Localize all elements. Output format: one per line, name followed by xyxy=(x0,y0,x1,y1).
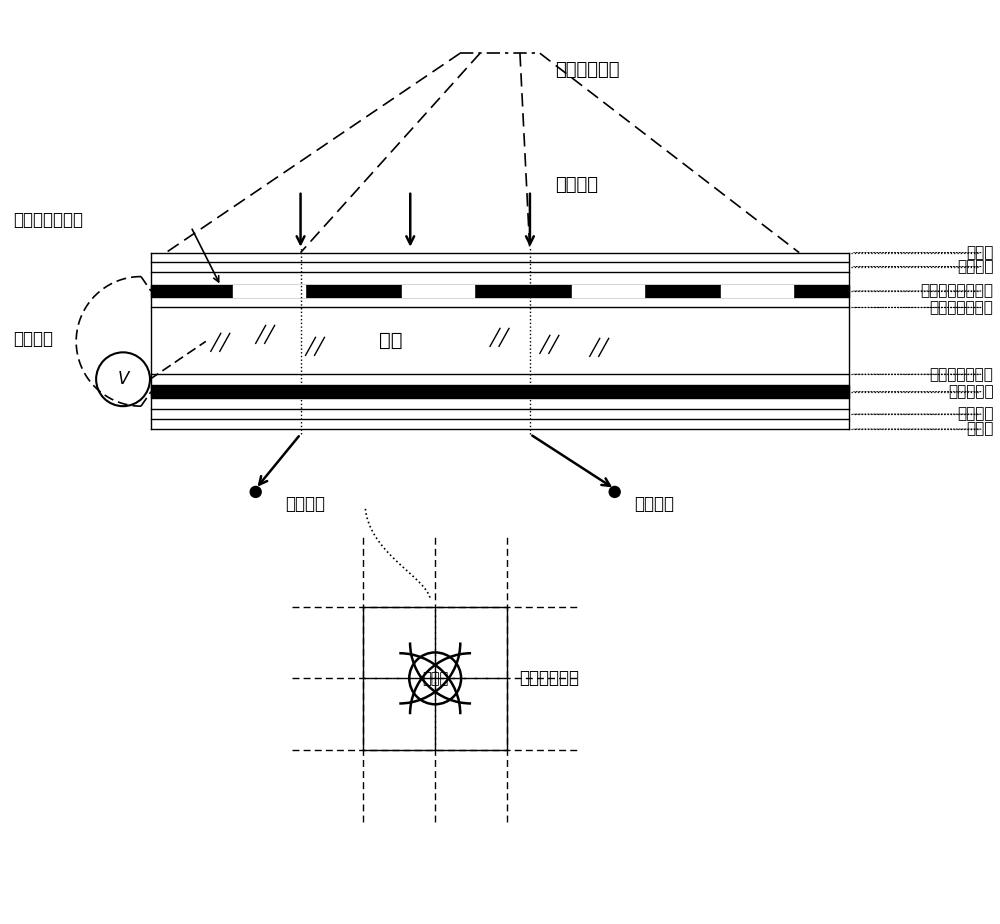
Text: 图案化石墨烯电极: 图案化石墨烯电极 xyxy=(921,284,994,298)
Text: 增透膜: 增透膜 xyxy=(966,245,994,261)
Text: 发散光束: 发散光束 xyxy=(635,495,675,513)
Text: 驱控信号: 驱控信号 xyxy=(13,331,53,348)
Text: 局部发散光场: 局部发散光场 xyxy=(519,669,579,687)
Text: 第二液晶定向层: 第二液晶定向层 xyxy=(930,367,994,382)
Text: 液晶: 液晶 xyxy=(379,332,402,350)
Text: 微光孔: 微光孔 xyxy=(422,671,448,686)
Text: 第一基片: 第一基片 xyxy=(957,259,994,274)
Text: 微圆光环: 微圆光环 xyxy=(286,495,326,513)
Text: V: V xyxy=(117,371,129,388)
Text: 单元液晶微透镜: 单元液晶微透镜 xyxy=(13,211,83,229)
Text: 入射光束: 入射光束 xyxy=(555,176,598,194)
Text: 第二基片: 第二基片 xyxy=(957,407,994,421)
Text: 发散光束焦面: 发散光束焦面 xyxy=(555,61,619,79)
Circle shape xyxy=(609,486,620,497)
Circle shape xyxy=(250,486,261,497)
Text: 增透膜: 增透膜 xyxy=(966,421,994,437)
Text: 第一液晶定向层: 第一液晶定向层 xyxy=(930,300,994,315)
Text: 石墨烯电极: 石墨烯电极 xyxy=(948,384,994,399)
